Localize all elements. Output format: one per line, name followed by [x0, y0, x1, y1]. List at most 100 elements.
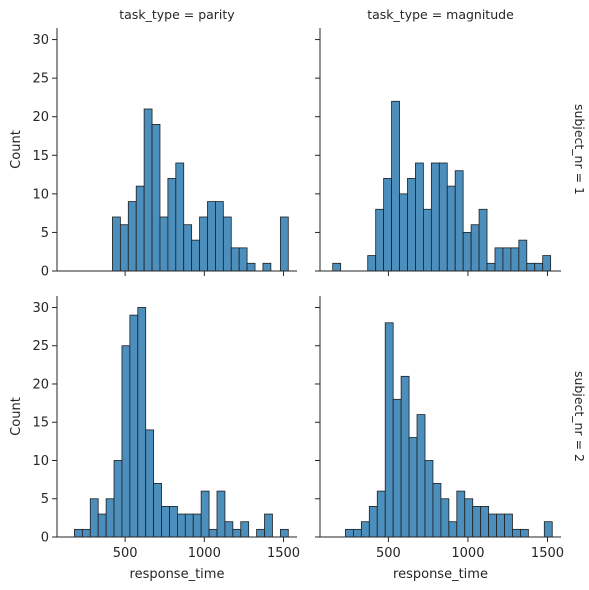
histogram-bar [145, 429, 155, 538]
histogram-bar [486, 262, 496, 272]
histogram-bar [232, 528, 242, 538]
histogram-bar [176, 513, 186, 538]
histogram-bar [470, 224, 480, 272]
histogram-bar [383, 178, 392, 272]
y-tick-label: 5 [41, 492, 49, 507]
histogram-bar [137, 307, 147, 538]
x-tick-label: 500 [376, 546, 401, 561]
y-tick-label: 30 [32, 33, 49, 48]
histogram-bar [424, 460, 434, 538]
histogram-bar [446, 185, 456, 272]
x-tick-label: 1000 [451, 546, 484, 561]
histogram-bar [215, 201, 224, 272]
y-axis-label: Count [9, 397, 24, 436]
histogram-bar [151, 124, 161, 272]
histogram-bar [422, 208, 432, 272]
histogram-bar [191, 239, 200, 272]
histogram-bar [407, 178, 416, 272]
histogram-bar [368, 505, 378, 538]
histogram-bar [129, 314, 139, 538]
histogram-bar [113, 460, 123, 538]
x-tick-label: 1000 [188, 546, 221, 561]
histogram-bar [184, 513, 194, 538]
histogram-bar [494, 247, 504, 272]
histogram-bar [543, 521, 553, 538]
histogram-bar [472, 505, 482, 538]
histogram-bar [161, 505, 170, 538]
histogram-bar [448, 521, 458, 538]
histogram-bar [416, 414, 426, 538]
histogram-bar [392, 398, 402, 538]
histogram-bar [345, 528, 354, 538]
histogram-bar [353, 528, 362, 538]
histogram-bar [262, 262, 272, 272]
histogram-bar [332, 262, 342, 272]
histogram-bar [279, 528, 289, 538]
histogram-bar [192, 513, 202, 538]
x-tick-label: 1500 [267, 546, 300, 561]
histogram-bar [169, 505, 178, 538]
y-tick-label: 0 [41, 531, 49, 546]
histogram-bar [384, 322, 394, 538]
y-tick-label: 0 [41, 265, 49, 280]
y-tick-label: 15 [32, 149, 49, 164]
histogram-bar [510, 247, 520, 272]
y-tick-label: 20 [32, 110, 49, 125]
histogram-bar [112, 216, 121, 272]
facet-row-title: subject_nr = 2 [572, 371, 587, 462]
histogram-bar [478, 208, 488, 272]
histogram-bar [488, 513, 497, 538]
histogram-bar [438, 162, 448, 272]
histogram-bar [520, 528, 529, 538]
histogram-bar [199, 216, 208, 272]
histogram-bar [279, 216, 289, 272]
histogram-bar [89, 498, 99, 538]
histogram-bar [143, 108, 153, 272]
histogram-bar [430, 162, 440, 272]
histogram-bar [105, 498, 115, 538]
histogram-bar [200, 490, 210, 538]
histogram-bar [224, 521, 234, 538]
histogram-bar [542, 255, 552, 272]
histogram-bar [399, 193, 408, 272]
histogram-bar [462, 232, 472, 272]
y-tick-label: 15 [32, 416, 49, 431]
histogram-bar [480, 505, 490, 538]
histogram-bar [464, 498, 474, 538]
histogram-bar [127, 201, 137, 272]
histogram-bar [415, 162, 424, 272]
x-axis-label: response_time [393, 567, 488, 582]
histogram-bar [512, 528, 521, 538]
y-tick-label: 25 [32, 339, 49, 354]
histogram-bar [175, 162, 185, 272]
y-tick-label: 25 [32, 72, 49, 87]
histogram-bar [222, 216, 232, 272]
histogram-bar [240, 521, 250, 538]
histogram-bar [367, 255, 377, 272]
x-axis-label: response_time [130, 567, 225, 582]
histogram-bar [408, 437, 418, 538]
y-tick-label: 20 [32, 377, 49, 392]
histogram-bar [400, 375, 410, 538]
y-tick-label: 10 [32, 187, 49, 202]
facet-column-title: task_type = parity [119, 7, 235, 22]
histogram-bar [167, 178, 177, 272]
histogram-bar [534, 262, 544, 272]
histogram-bar [153, 483, 162, 538]
histogram-bar [135, 185, 145, 272]
histogram-bar [504, 513, 513, 538]
histogram-bar [207, 201, 216, 272]
facet-row-title: subject_nr = 1 [572, 104, 587, 195]
histogram-bar [81, 528, 91, 538]
histogram-bar [208, 528, 218, 538]
histogram-bar [121, 345, 131, 538]
histogram-bar [264, 513, 273, 538]
histogram-bar [230, 247, 240, 272]
y-tick-label: 5 [41, 226, 49, 241]
histogram-bar [440, 498, 450, 538]
histogram-bar [159, 216, 169, 272]
x-tick-label: 500 [113, 546, 138, 561]
histogram-bar [238, 247, 248, 272]
x-tick-label: 1500 [531, 546, 564, 561]
y-tick-label: 10 [32, 454, 49, 469]
